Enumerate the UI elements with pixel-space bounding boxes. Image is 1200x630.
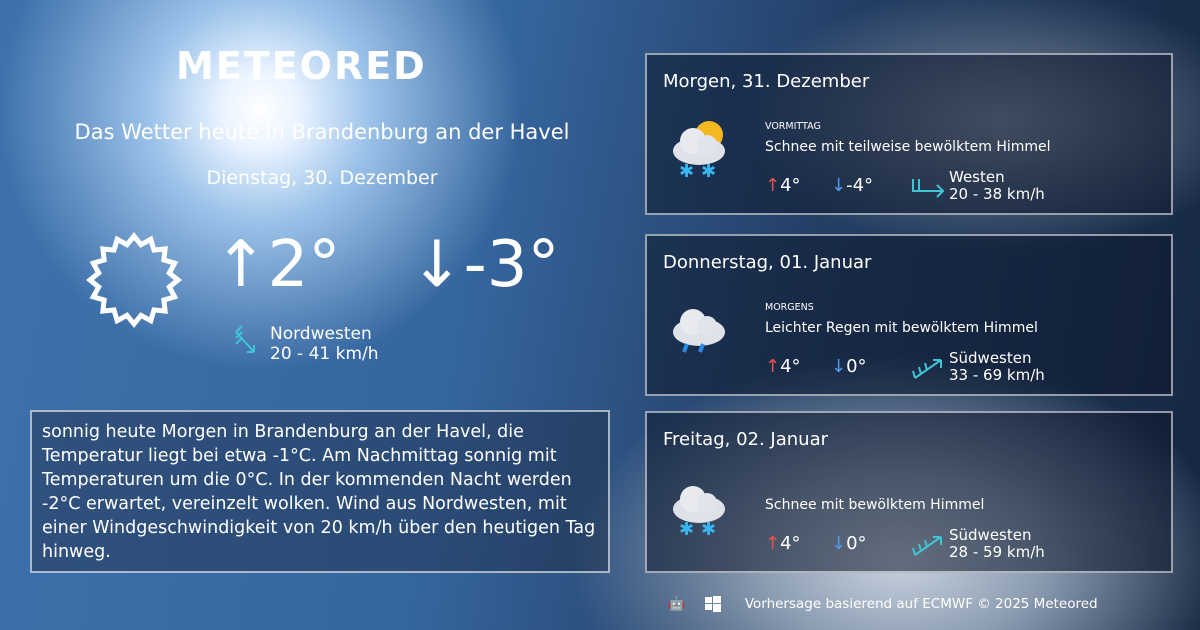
forecast-min: ↓-4°: [831, 175, 874, 196]
arrow-up-icon: ↑: [765, 533, 781, 554]
forecast-condition: Leichter Regen mit bewölktem Himmel: [765, 320, 1038, 336]
current-date: Dienstag, 30. Dezember: [206, 167, 438, 189]
forecast-wind-direction: Südwesten: [949, 526, 1032, 544]
meteored-logo[interactable]: METEORED: [176, 44, 427, 88]
footer: 🤖 Vorhersage basierend auf ECMWF © 2025 …: [668, 596, 1098, 612]
wind-speed: 20 - 41 km/h: [270, 344, 379, 364]
svg-text:✱: ✱: [679, 519, 694, 539]
today-wind: Nordwesten 20 - 41 km/h: [232, 324, 379, 364]
min-temperature: ↓-3°: [410, 228, 560, 302]
forecast-max: ↑4°: [765, 356, 801, 377]
footer-text: Vorhersage basierend auf ECMWF © 2025 Me…: [744, 596, 1098, 612]
wind-icon: [912, 179, 945, 198]
forecast-condition: Schnee mit teilweise bewölktem Himmel: [765, 139, 1051, 155]
forecast-max: ↑4°: [765, 175, 801, 196]
wind-icon: [912, 359, 942, 379]
wind-direction: Nordwesten: [270, 324, 372, 344]
forecast-condition: Schnee mit bewölktem Himmel: [765, 497, 985, 513]
sun-outline-icon: [86, 232, 182, 328]
windows-icon[interactable]: [704, 596, 721, 612]
svg-text:✱: ✱: [679, 161, 694, 181]
svg-text:✱: ✱: [701, 519, 716, 539]
weather-description: sonnig heute Morgen in Brandenburg an de…: [30, 410, 610, 573]
page-title: Das Wetter heute in Brandenburg an der H…: [74, 120, 570, 144]
forecast-wind-direction: Westen: [949, 168, 1005, 186]
forecast-wind-speed: 28 - 59 km/h: [949, 543, 1045, 561]
forecast-card[interactable]: Donnerstag, 01. Januar MORGENS Leichter …: [645, 234, 1173, 396]
forecast-card[interactable]: Freitag, 02. Januar ✱ ✱ Schnee mit bewölk…: [645, 411, 1173, 573]
wind-icon: [912, 536, 942, 556]
forecast-day: Donnerstag, 01. Januar: [663, 252, 872, 273]
snow-cloud-icon: ✱ ✱: [673, 486, 725, 539]
forecast-day: Morgen, 31. Dezember: [663, 71, 870, 92]
forecast-wind-speed: 33 - 69 km/h: [949, 366, 1045, 384]
snow-partly-cloudy-icon: ✱ ✱: [673, 121, 725, 181]
forecast-wind-direction: Südwesten: [949, 349, 1032, 367]
forecast-max: ↑4°: [765, 533, 801, 554]
arrow-up-icon: ↑: [765, 175, 781, 196]
arrow-down-icon: ↓: [831, 356, 847, 377]
max-temperature: ↑2°: [214, 228, 341, 302]
android-icon[interactable]: 🤖: [668, 596, 685, 612]
forecast-day: Freitag, 02. Januar: [663, 429, 829, 450]
forecast-period: MORGENS: [765, 302, 814, 313]
arrow-up-icon: ↑: [765, 356, 781, 377]
arrow-down-icon: ↓: [831, 533, 847, 554]
forecast-wind-speed: 20 - 38 km/h: [949, 185, 1045, 203]
svg-text:✱: ✱: [701, 161, 716, 181]
forecast-min: ↓0°: [831, 533, 867, 554]
forecast-card[interactable]: Morgen, 31. Dezember ✱ ✱ VORMITTAG Schnee…: [645, 53, 1173, 215]
wind-northwest-icon: [235, 325, 255, 353]
forecast-period: VORMITTAG: [765, 121, 821, 132]
arrow-down-icon: ↓: [831, 175, 847, 196]
forecast-min: ↓0°: [831, 356, 867, 377]
rain-cloud-icon: [673, 309, 725, 353]
